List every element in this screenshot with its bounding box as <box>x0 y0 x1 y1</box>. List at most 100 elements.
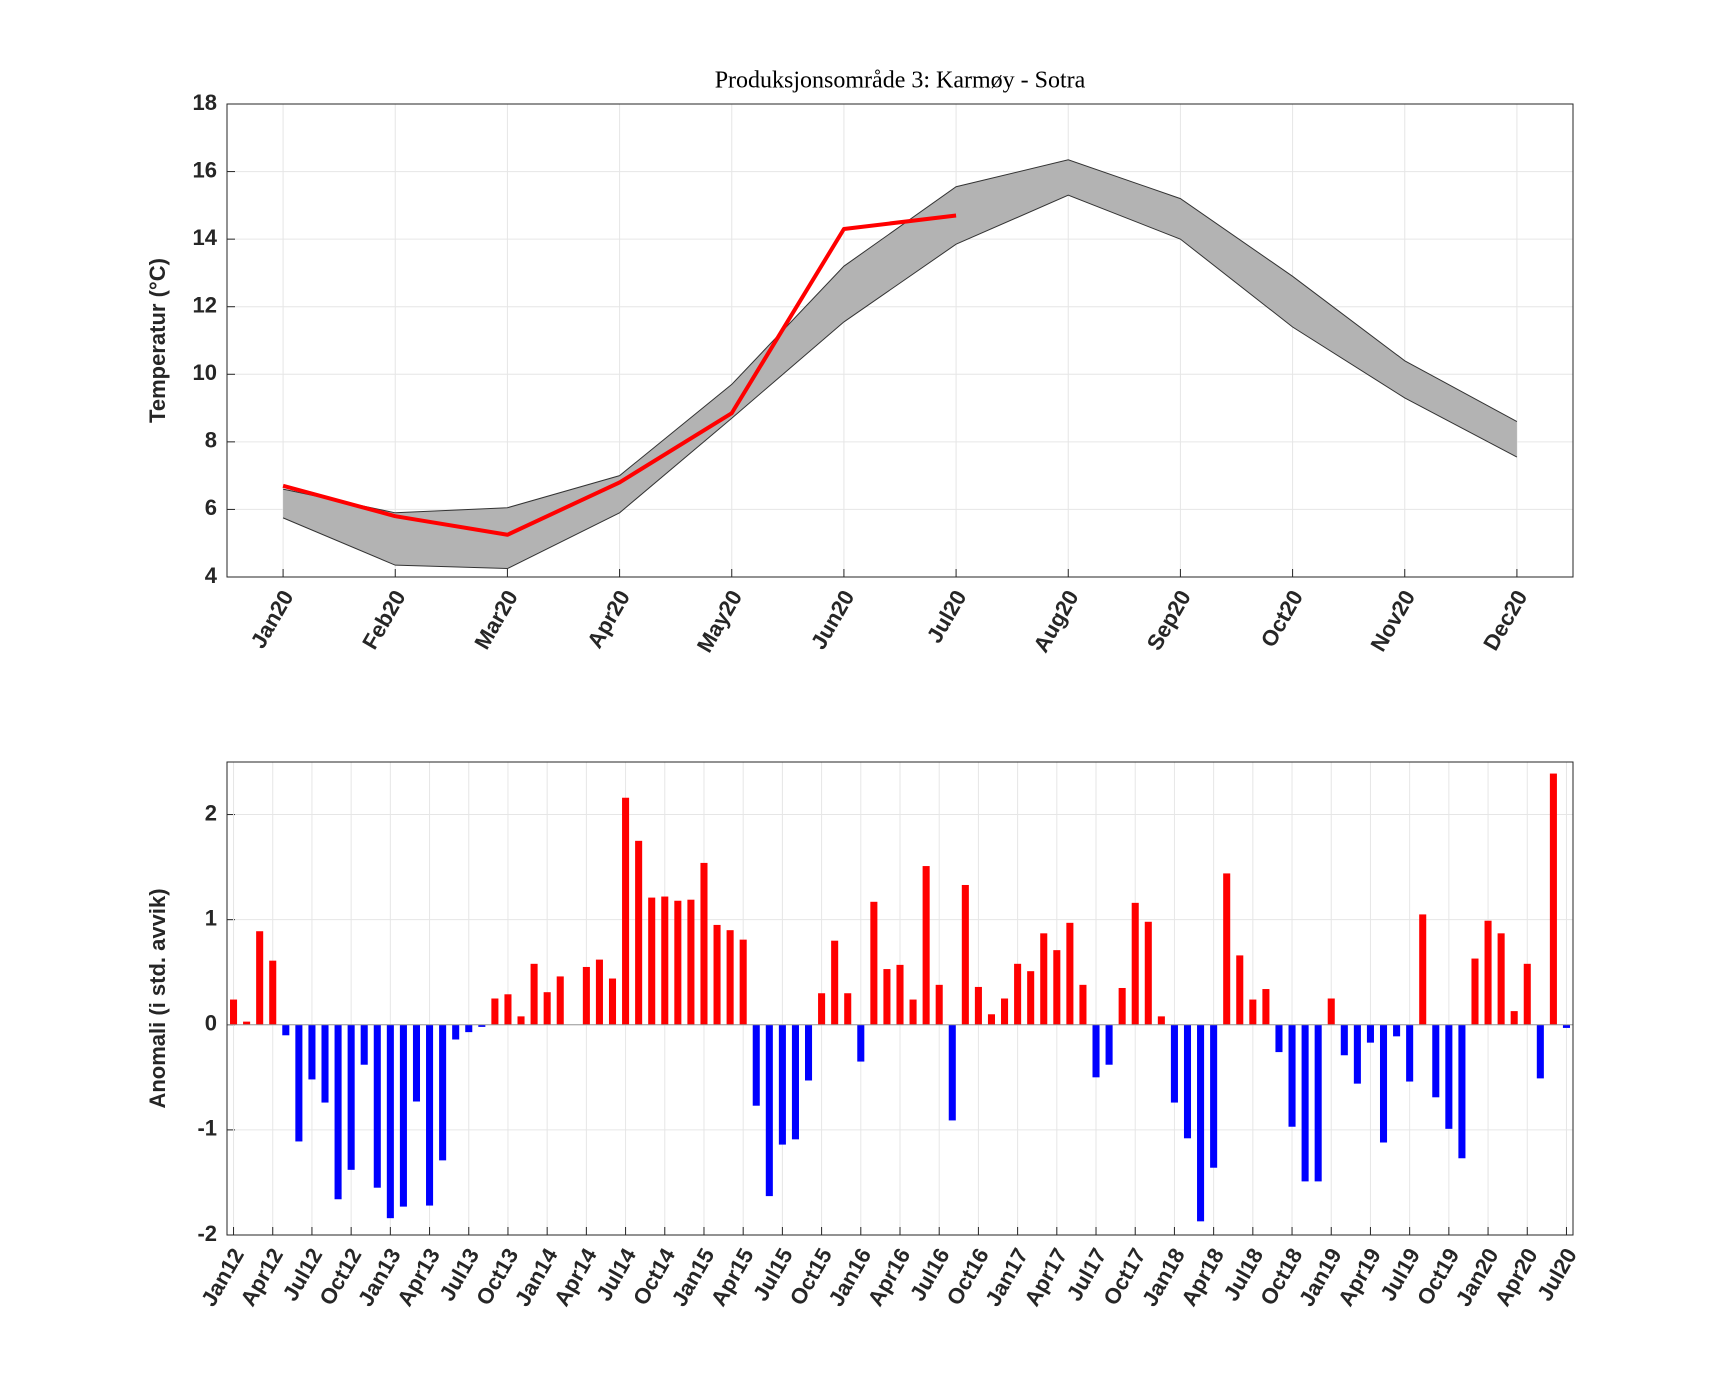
bar <box>1366 1024 1374 1043</box>
bar <box>791 1024 799 1140</box>
bar <box>269 960 277 1025</box>
y-tick-label: 14 <box>193 225 218 250</box>
bar <box>1014 963 1022 1025</box>
bar <box>1131 902 1139 1025</box>
bar <box>1157 1016 1165 1025</box>
bar <box>948 1024 956 1121</box>
y-tick-label: 18 <box>193 90 217 115</box>
bar <box>1223 873 1231 1025</box>
bar <box>1183 1024 1192 1139</box>
bar <box>1523 963 1531 1025</box>
bar <box>1484 920 1492 1025</box>
bar <box>765 1024 773 1197</box>
band-edge <box>282 159 1518 514</box>
bar <box>230 999 238 1025</box>
bar <box>399 1024 407 1207</box>
bar <box>1393 1024 1401 1037</box>
bar <box>857 1024 865 1062</box>
bar <box>1001 998 1009 1025</box>
bar <box>360 1024 368 1065</box>
bar <box>1170 1024 1178 1103</box>
y-tick-label: 1 <box>205 905 217 930</box>
bar <box>1458 1024 1466 1159</box>
bar <box>1144 921 1152 1025</box>
y-axis-label: Temperatur (°C) <box>145 258 170 423</box>
bar <box>321 1024 329 1103</box>
bar <box>308 1024 316 1080</box>
bar <box>922 866 930 1025</box>
plot-frame <box>226 761 1574 1236</box>
bar <box>752 1024 760 1106</box>
bar <box>700 862 708 1025</box>
bar <box>373 1024 381 1188</box>
bar <box>1419 914 1427 1025</box>
bar <box>426 1024 434 1206</box>
bar <box>452 1024 460 1040</box>
bar <box>713 924 721 1025</box>
bar <box>674 900 682 1025</box>
chart-title: Produksjonsområde 3: Karmøy - Sotra <box>715 68 1086 94</box>
bar <box>1471 958 1479 1025</box>
bar <box>1288 1024 1296 1127</box>
bar <box>1275 1024 1283 1053</box>
bar <box>1301 1024 1309 1182</box>
y-tick-label: 6 <box>205 495 217 520</box>
bar <box>243 1021 251 1025</box>
bar <box>622 797 630 1025</box>
bar <box>1066 922 1074 1025</box>
bar <box>282 1024 290 1036</box>
bar <box>896 964 904 1025</box>
bar <box>974 986 982 1025</box>
bar <box>1197 1024 1205 1222</box>
bar <box>1406 1024 1414 1082</box>
bar <box>844 993 852 1025</box>
y-tick-label: 2 <box>205 800 217 825</box>
bar <box>1079 984 1087 1025</box>
bar <box>1092 1024 1100 1078</box>
bar <box>687 899 695 1025</box>
bar <box>1262 989 1270 1025</box>
plot-frame <box>226 103 1574 578</box>
bar <box>543 992 551 1025</box>
bar <box>1314 1024 1322 1182</box>
bar <box>478 1024 486 1027</box>
y-tick-label: -2 <box>197 1221 217 1246</box>
bar <box>1510 1011 1518 1025</box>
bar <box>883 969 891 1025</box>
bar <box>961 884 969 1025</box>
bar <box>1549 773 1557 1025</box>
y-tick-label: 16 <box>193 157 217 182</box>
y-tick-label: 8 <box>205 428 217 453</box>
bar <box>987 1014 996 1025</box>
bar <box>1445 1024 1453 1129</box>
bar <box>1562 1024 1570 1028</box>
y-axis-label: Anomali (i std. avvik) <box>145 888 170 1108</box>
bar <box>1379 1024 1388 1143</box>
bar <box>595 959 603 1025</box>
bar <box>530 963 538 1025</box>
bar <box>1118 987 1126 1025</box>
band-edge <box>282 194 1518 570</box>
bar <box>608 978 617 1025</box>
bar <box>1497 933 1505 1025</box>
y-tick-label: 10 <box>193 360 217 385</box>
bar <box>1105 1024 1113 1065</box>
bar <box>439 1024 447 1161</box>
bar <box>635 840 643 1025</box>
bar <box>1040 933 1048 1025</box>
bar <box>778 1024 786 1145</box>
y-tick-label: -1 <box>197 1116 217 1141</box>
bar <box>1249 999 1257 1025</box>
bar <box>465 1024 473 1033</box>
y-tick-label: 4 <box>205 563 218 588</box>
bar <box>909 999 917 1025</box>
y-tick-label: 12 <box>193 293 217 318</box>
bar <box>1327 998 1335 1025</box>
bar <box>1027 971 1035 1025</box>
bar <box>935 984 943 1025</box>
bar <box>1536 1024 1544 1079</box>
bar <box>1210 1024 1218 1168</box>
bar <box>1340 1024 1348 1056</box>
bar <box>804 1024 813 1081</box>
